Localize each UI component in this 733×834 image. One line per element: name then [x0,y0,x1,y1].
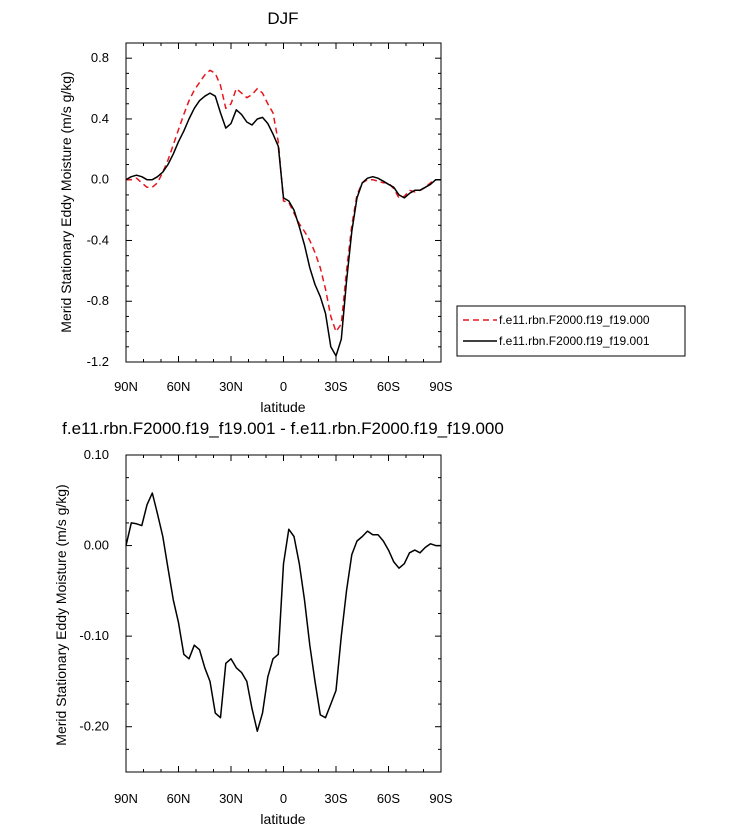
top-x-tick-label: 60S [377,379,400,394]
top-panel: DJF Merid Stationary Eddy Moisture (m/s … [58,9,686,415]
bottom-y-tick-label: -0.10 [79,628,109,643]
bottom-x-tick-label: 60N [167,791,191,806]
top-series-line-0 [126,69,441,333]
top-x-tick-label: 30S [324,379,347,394]
bottom-panel-plot-area: 90N 60N 30N 0 30S 60S 90S 0.10 0.00 -0.10 -0.20 [79,447,453,806]
top-y-tick-label: -0.8 [87,293,109,308]
top-panel-ylabel: Merid Stationary Eddy Moisture (m/s g/kg… [58,71,74,332]
top-panel-xlabel: latitude [260,399,305,415]
top-x-tick-label: 90N [114,379,138,394]
top-x-tick-label: 90S [429,379,452,394]
legend-box [456,305,686,357]
legend-label-series-1: f.e11.rbn.F2000.f19_f19.001 [499,334,650,348]
top-x-tick-label: 0 [280,379,287,394]
bottom-panel: f.e11.rbn.F2000.f19_f19.001 - f.e11.rbn.… [53,419,504,827]
top-y-tick-label: 0.4 [91,111,109,126]
bottom-y-tick-label: 0.10 [84,447,109,462]
top-y-tick-label: -0.4 [87,232,109,247]
bottom-plot-frame [125,454,442,773]
bottom-series-line-0 [125,492,441,732]
bottom-y-tick-label: -0.20 [79,719,109,734]
bottom-x-tick-label: 30N [219,791,243,806]
top-series-line-1 [125,92,441,357]
top-panel-title: DJF [267,9,298,28]
top-y-tick-label: 0.8 [91,50,109,65]
top-panel-plot-area: 90N 60N 30N 0 30S 60S 90S 0.8 0.4 0.0 -0.4 -0.8 -1.2 [87,42,453,394]
bottom-x-tick-label: 0 [280,791,287,806]
bottom-y-tick-label: 0.00 [84,538,109,553]
bottom-panel-title: f.e11.rbn.F2000.f19_f19.001 - f.e11.rbn.… [62,419,504,438]
bottom-x-tick-label: 30S [324,791,347,806]
bottom-x-tick-label: 90S [429,791,452,806]
top-plot-frame [125,42,442,363]
top-panel-legend: f.e11.rbn.F2000.f19_f19.000 f.e11.rbn.F2… [456,305,686,357]
bottom-x-tick-label: 60S [377,791,400,806]
legend-label-series-0: f.e11.rbn.F2000.f19_f19.000 [499,313,650,327]
top-y-tick-label: -1.2 [87,354,109,369]
top-x-tick-label: 60N [167,379,191,394]
top-y-tick-label: 0.0 [91,172,109,187]
bottom-x-tick-label: 90N [114,791,138,806]
top-x-tick-label: 30N [219,379,243,394]
bottom-panel-ylabel: Merid Stationary Eddy Moisture (m/s g/kg… [53,484,69,745]
bottom-panel-xlabel: latitude [260,811,305,827]
